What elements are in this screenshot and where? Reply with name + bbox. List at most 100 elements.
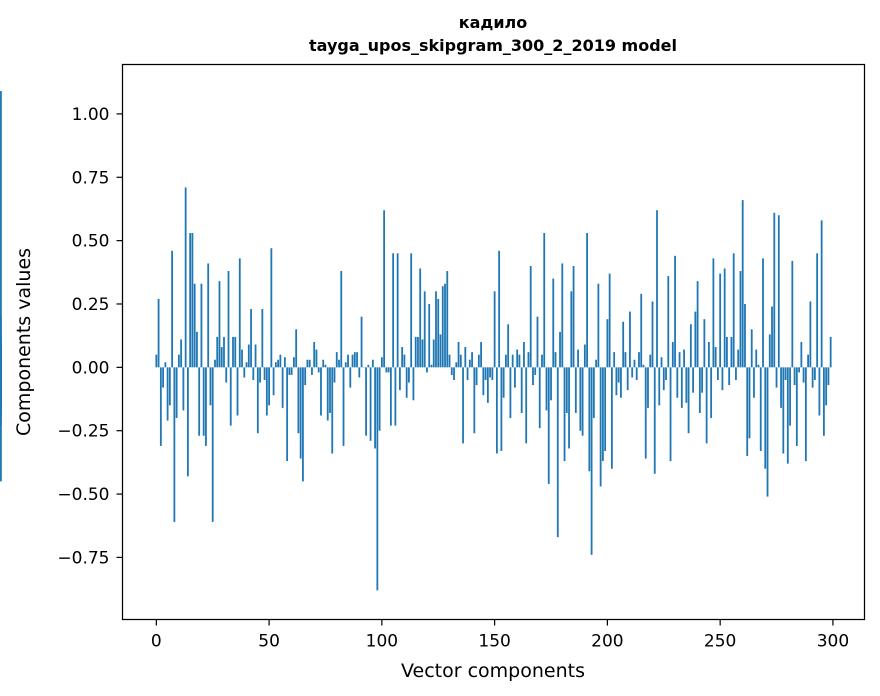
bar-129 [446, 271, 449, 368]
bar-108 [399, 367, 401, 391]
bar-95 [369, 367, 372, 441]
bar-287 [802, 367, 805, 383]
x-tick-label: 150 [478, 632, 510, 652]
bar-237 [689, 324, 692, 368]
bar-205 [617, 367, 620, 383]
bar-283 [793, 367, 796, 386]
bar-60 [290, 367, 293, 375]
bar-272 [768, 334, 771, 368]
bar-187 [577, 349, 579, 368]
bar-106 [394, 367, 397, 426]
x-tick-label: 100 [366, 632, 398, 652]
bar-104 [389, 367, 392, 426]
bar-234 [683, 349, 685, 368]
bar-145 [482, 367, 485, 396]
bar-79 [333, 367, 336, 383]
bar-97 [374, 367, 376, 449]
bar-291 [811, 367, 814, 388]
bar-77 [329, 367, 331, 413]
bar-218 [647, 367, 649, 408]
bar-4 [164, 362, 167, 368]
bar-240 [696, 281, 699, 368]
bar-58 [286, 367, 289, 462]
bar-209 [626, 367, 629, 391]
bar-115 [414, 336, 417, 368]
bar-233 [680, 367, 683, 408]
bar-107 [396, 253, 399, 368]
bar-29 [220, 347, 223, 368]
bar-194 [592, 367, 595, 419]
bar-164 [525, 367, 528, 444]
bar-174 [547, 367, 550, 484]
bar-2 [159, 367, 162, 446]
bar-238 [692, 367, 694, 393]
bar-197 [599, 367, 602, 487]
bar-167 [532, 367, 534, 386]
bar-81 [338, 359, 340, 368]
bar-8 [173, 367, 176, 522]
bar-47 [261, 309, 264, 368]
y-tick-label: 0.75 [72, 168, 110, 188]
bar-44 [254, 344, 257, 368]
bar-223 [658, 367, 661, 406]
bar-80 [335, 352, 338, 368]
bar-121 [428, 303, 431, 368]
bar-184 [570, 291, 573, 368]
bar-41 [247, 344, 250, 368]
bar-64 [299, 367, 302, 459]
bar-11 [180, 339, 183, 368]
bar-5 [166, 367, 169, 421]
bar-84 [344, 362, 347, 368]
bar-90 [358, 367, 361, 378]
bar-185 [572, 265, 575, 368]
bar-217 [644, 367, 647, 459]
bar-113 [410, 253, 413, 368]
bar-215 [640, 293, 643, 368]
bar-214 [638, 352, 640, 368]
bar-206 [620, 367, 622, 398]
bar-20 [200, 283, 203, 368]
x-tick-label: 50 [258, 632, 280, 652]
bar-100 [380, 357, 383, 368]
bar-17 [193, 283, 196, 368]
bar-182 [565, 367, 568, 413]
bar-3 [162, 367, 164, 388]
x-tick-label: 250 [704, 632, 736, 652]
bar-244 [705, 367, 708, 444]
bar-230 [674, 255, 676, 368]
bar-249 [717, 367, 719, 381]
bar-126 [439, 334, 442, 368]
bar-101 [383, 210, 386, 368]
bar-232 [678, 352, 681, 368]
bar-54 [277, 359, 280, 368]
bar-224 [660, 357, 663, 368]
bar-293 [816, 253, 819, 368]
bar-202 [611, 367, 613, 469]
bar-192 [588, 367, 591, 472]
bar-252 [723, 268, 726, 368]
bar-241 [698, 367, 701, 413]
bar-280 [786, 367, 789, 464]
bar-0 [155, 354, 158, 368]
y-tick-label: −0.25 [57, 422, 109, 442]
bar-290 [809, 301, 812, 368]
bar-198 [601, 367, 604, 462]
bar-204 [615, 367, 618, 396]
bar-203 [613, 352, 616, 368]
bar-171 [541, 354, 543, 368]
y-tick-label: −0.50 [57, 485, 109, 505]
bar-216 [642, 364, 645, 368]
bar-138 [466, 367, 469, 381]
bar-23 [207, 263, 210, 368]
bar-12 [182, 367, 185, 411]
bar-55 [279, 354, 282, 368]
bar-248 [714, 347, 717, 368]
bar-268 [759, 367, 762, 451]
bar-208 [624, 352, 627, 368]
bar-143 [477, 354, 480, 368]
bar-46 [259, 367, 261, 383]
bar-315 [0, 367, 2, 416]
chart-subtitle: tayga_upos_skipgram_300_2_2019 model [309, 36, 677, 55]
bar-78 [331, 367, 334, 454]
